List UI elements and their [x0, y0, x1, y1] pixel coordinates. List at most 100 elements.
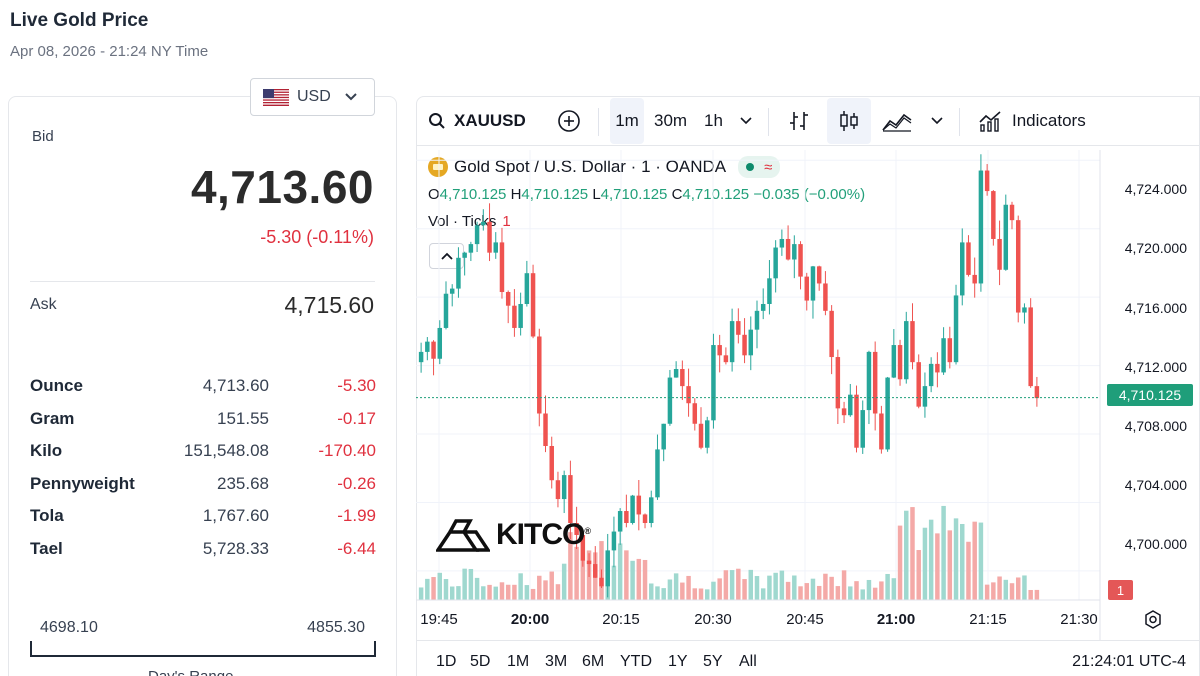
gear-icon[interactable] — [1141, 608, 1165, 632]
page-title: Live Gold Price — [10, 10, 149, 31]
interval-label: 1h — [704, 111, 723, 130]
unit-name: Kilo — [30, 441, 63, 460]
range-button-ytd[interactable]: YTD — [620, 653, 652, 670]
bid-label: Bid — [32, 128, 54, 145]
bars-icon — [790, 112, 808, 130]
compare-button[interactable] — [557, 98, 581, 144]
high-value: 4,710.125 — [521, 186, 589, 203]
price-panel — [8, 96, 397, 676]
x-tick-label: 20:45 — [786, 611, 824, 628]
gold-icon — [428, 157, 448, 177]
interval-label: 30m — [654, 111, 688, 130]
unit-change: -0.26 — [337, 473, 376, 493]
y-tick-label: 4,716.000 — [1124, 300, 1187, 316]
x-tick-label: 20:00 — [510, 611, 550, 628]
toolbar-divider — [598, 108, 599, 136]
divider — [30, 281, 375, 282]
candles-icon — [840, 111, 858, 131]
y-tick-label: 4,704.000 — [1124, 477, 1187, 493]
interval-1m[interactable]: 1m — [610, 98, 644, 144]
volume-legend: Vol · Ticks 1 — [428, 213, 511, 230]
page-subtitle: Apr 08, 2026 - 21:24 NY Time — [10, 43, 209, 60]
chevron-down-icon — [740, 117, 752, 125]
bid-price: 4,713.60 — [190, 161, 374, 213]
interval-dropdown[interactable] — [740, 98, 752, 144]
unit-price: 151.55 — [217, 408, 269, 428]
current-price-tag: 4,710.125 — [1107, 384, 1193, 406]
toolbar-divider — [768, 108, 769, 136]
range-button-5d[interactable]: 5D — [470, 653, 491, 670]
range-label: Day's Range — [148, 668, 233, 676]
x-tick-label: 20:15 — [602, 611, 640, 628]
area-chart-button[interactable] — [882, 98, 912, 144]
indicators-label: Indicators — [1012, 111, 1086, 130]
unit-change: -6.44 — [337, 538, 376, 558]
table-row: Tola 1,767.60 -1.99 — [30, 506, 376, 539]
us-flag-icon — [263, 88, 289, 106]
table-row: Ounce 4,713.60 -5.30 — [30, 376, 376, 409]
chart-type-dropdown[interactable] — [931, 98, 943, 144]
y-tick-label: 4,708.000 — [1124, 418, 1187, 434]
range-high: 4855.30 — [307, 619, 365, 636]
unit-price: 4,713.60 — [202, 376, 269, 395]
unit-name: Pennyweight — [30, 473, 135, 493]
search-icon — [429, 113, 445, 129]
market-open-dot-icon — [746, 163, 755, 171]
x-tick-label: 19:45 — [420, 611, 458, 628]
unit-price: 151,548.08 — [183, 441, 269, 460]
unit-change: -5.30 — [337, 376, 376, 395]
day-range-bar — [30, 641, 376, 657]
chart-panel — [416, 96, 1200, 676]
toolbar-divider — [959, 108, 960, 136]
x-tick-label: 20:30 — [694, 611, 732, 628]
x-tick-label: 21:30 — [1060, 611, 1098, 628]
high-label: H — [510, 186, 522, 203]
range-button-1d[interactable]: 1D — [436, 653, 457, 670]
kitco-logo-mark-icon — [436, 519, 490, 552]
y-tick-label: 4,720.000 — [1124, 240, 1187, 256]
interval-30m[interactable]: 30m — [654, 98, 687, 144]
ohlc-values: O4,710.125 H4,710.125 L4,710.125 C4,710.… — [428, 186, 865, 203]
unit-price: 5,728.33 — [202, 538, 269, 558]
unit-name: Ounce — [30, 376, 83, 395]
close-label: C — [671, 186, 683, 203]
chart-toolbar: XAUUSD 1m 30m 1h Indicators — [416, 98, 1200, 146]
chart-clock: 21:24:01 UTC-4 — [1072, 653, 1186, 670]
table-row: Pennyweight 235.68 -0.26 — [30, 474, 376, 507]
table-row: Kilo 151,548.08 -170.40 — [30, 441, 376, 474]
x-tick-label: 21:00 — [876, 611, 916, 628]
symbol-search[interactable]: XAUUSD — [428, 98, 526, 144]
unit-name: Tael — [30, 538, 63, 558]
x-tick-label: 21:15 — [969, 611, 1007, 628]
range-button-6m[interactable]: 6M — [582, 653, 605, 670]
bar-chart-button[interactable] — [788, 98, 810, 144]
y-tick-label: 4,724.000 — [1124, 181, 1187, 197]
indicators-button[interactable]: Indicators — [978, 98, 1086, 144]
bid-change: -5.30 (-0.11%) — [260, 227, 374, 247]
chevron-down-icon — [345, 93, 357, 101]
y-tick-label: 4,700.000 — [1124, 536, 1187, 552]
ask-price: 4,715.60 — [284, 292, 374, 318]
range-button-1y[interactable]: 1Y — [668, 653, 688, 670]
interval-1h[interactable]: 1h — [704, 98, 723, 144]
unit-table: Ounce 4,713.60 -5.30 Gram 151.55 -0.17 K… — [30, 376, 376, 571]
y-tick-label: 4,712.000 — [1124, 359, 1187, 375]
unit-name: Gram — [30, 408, 75, 428]
range-button-5y[interactable]: 5Y — [703, 653, 723, 670]
range-button-all[interactable]: All — [739, 653, 757, 670]
chart-legend: Gold Spot / U.S. Dollar · 1 · OANDA ≈ — [428, 156, 781, 178]
open-label: O — [428, 186, 440, 203]
volume-value: 1 — [502, 213, 511, 230]
market-status-pill[interactable]: ≈ — [738, 156, 781, 178]
candles-button[interactable] — [827, 98, 871, 144]
wave-icon: ≈ — [764, 158, 773, 176]
change-value: −0.035 (−0.00%) — [753, 186, 866, 203]
close-value: 4,710.125 — [682, 186, 750, 203]
low-value: 4,710.125 — [600, 186, 668, 203]
collapse-legend-button[interactable] — [429, 243, 464, 269]
currency-select[interactable]: USD — [250, 78, 375, 116]
unit-change: -170.40 — [318, 441, 376, 460]
range-button-3m[interactable]: 3M — [545, 653, 568, 670]
range-button-1m[interactable]: 1M — [507, 653, 530, 670]
chevron-down-icon — [931, 117, 943, 125]
